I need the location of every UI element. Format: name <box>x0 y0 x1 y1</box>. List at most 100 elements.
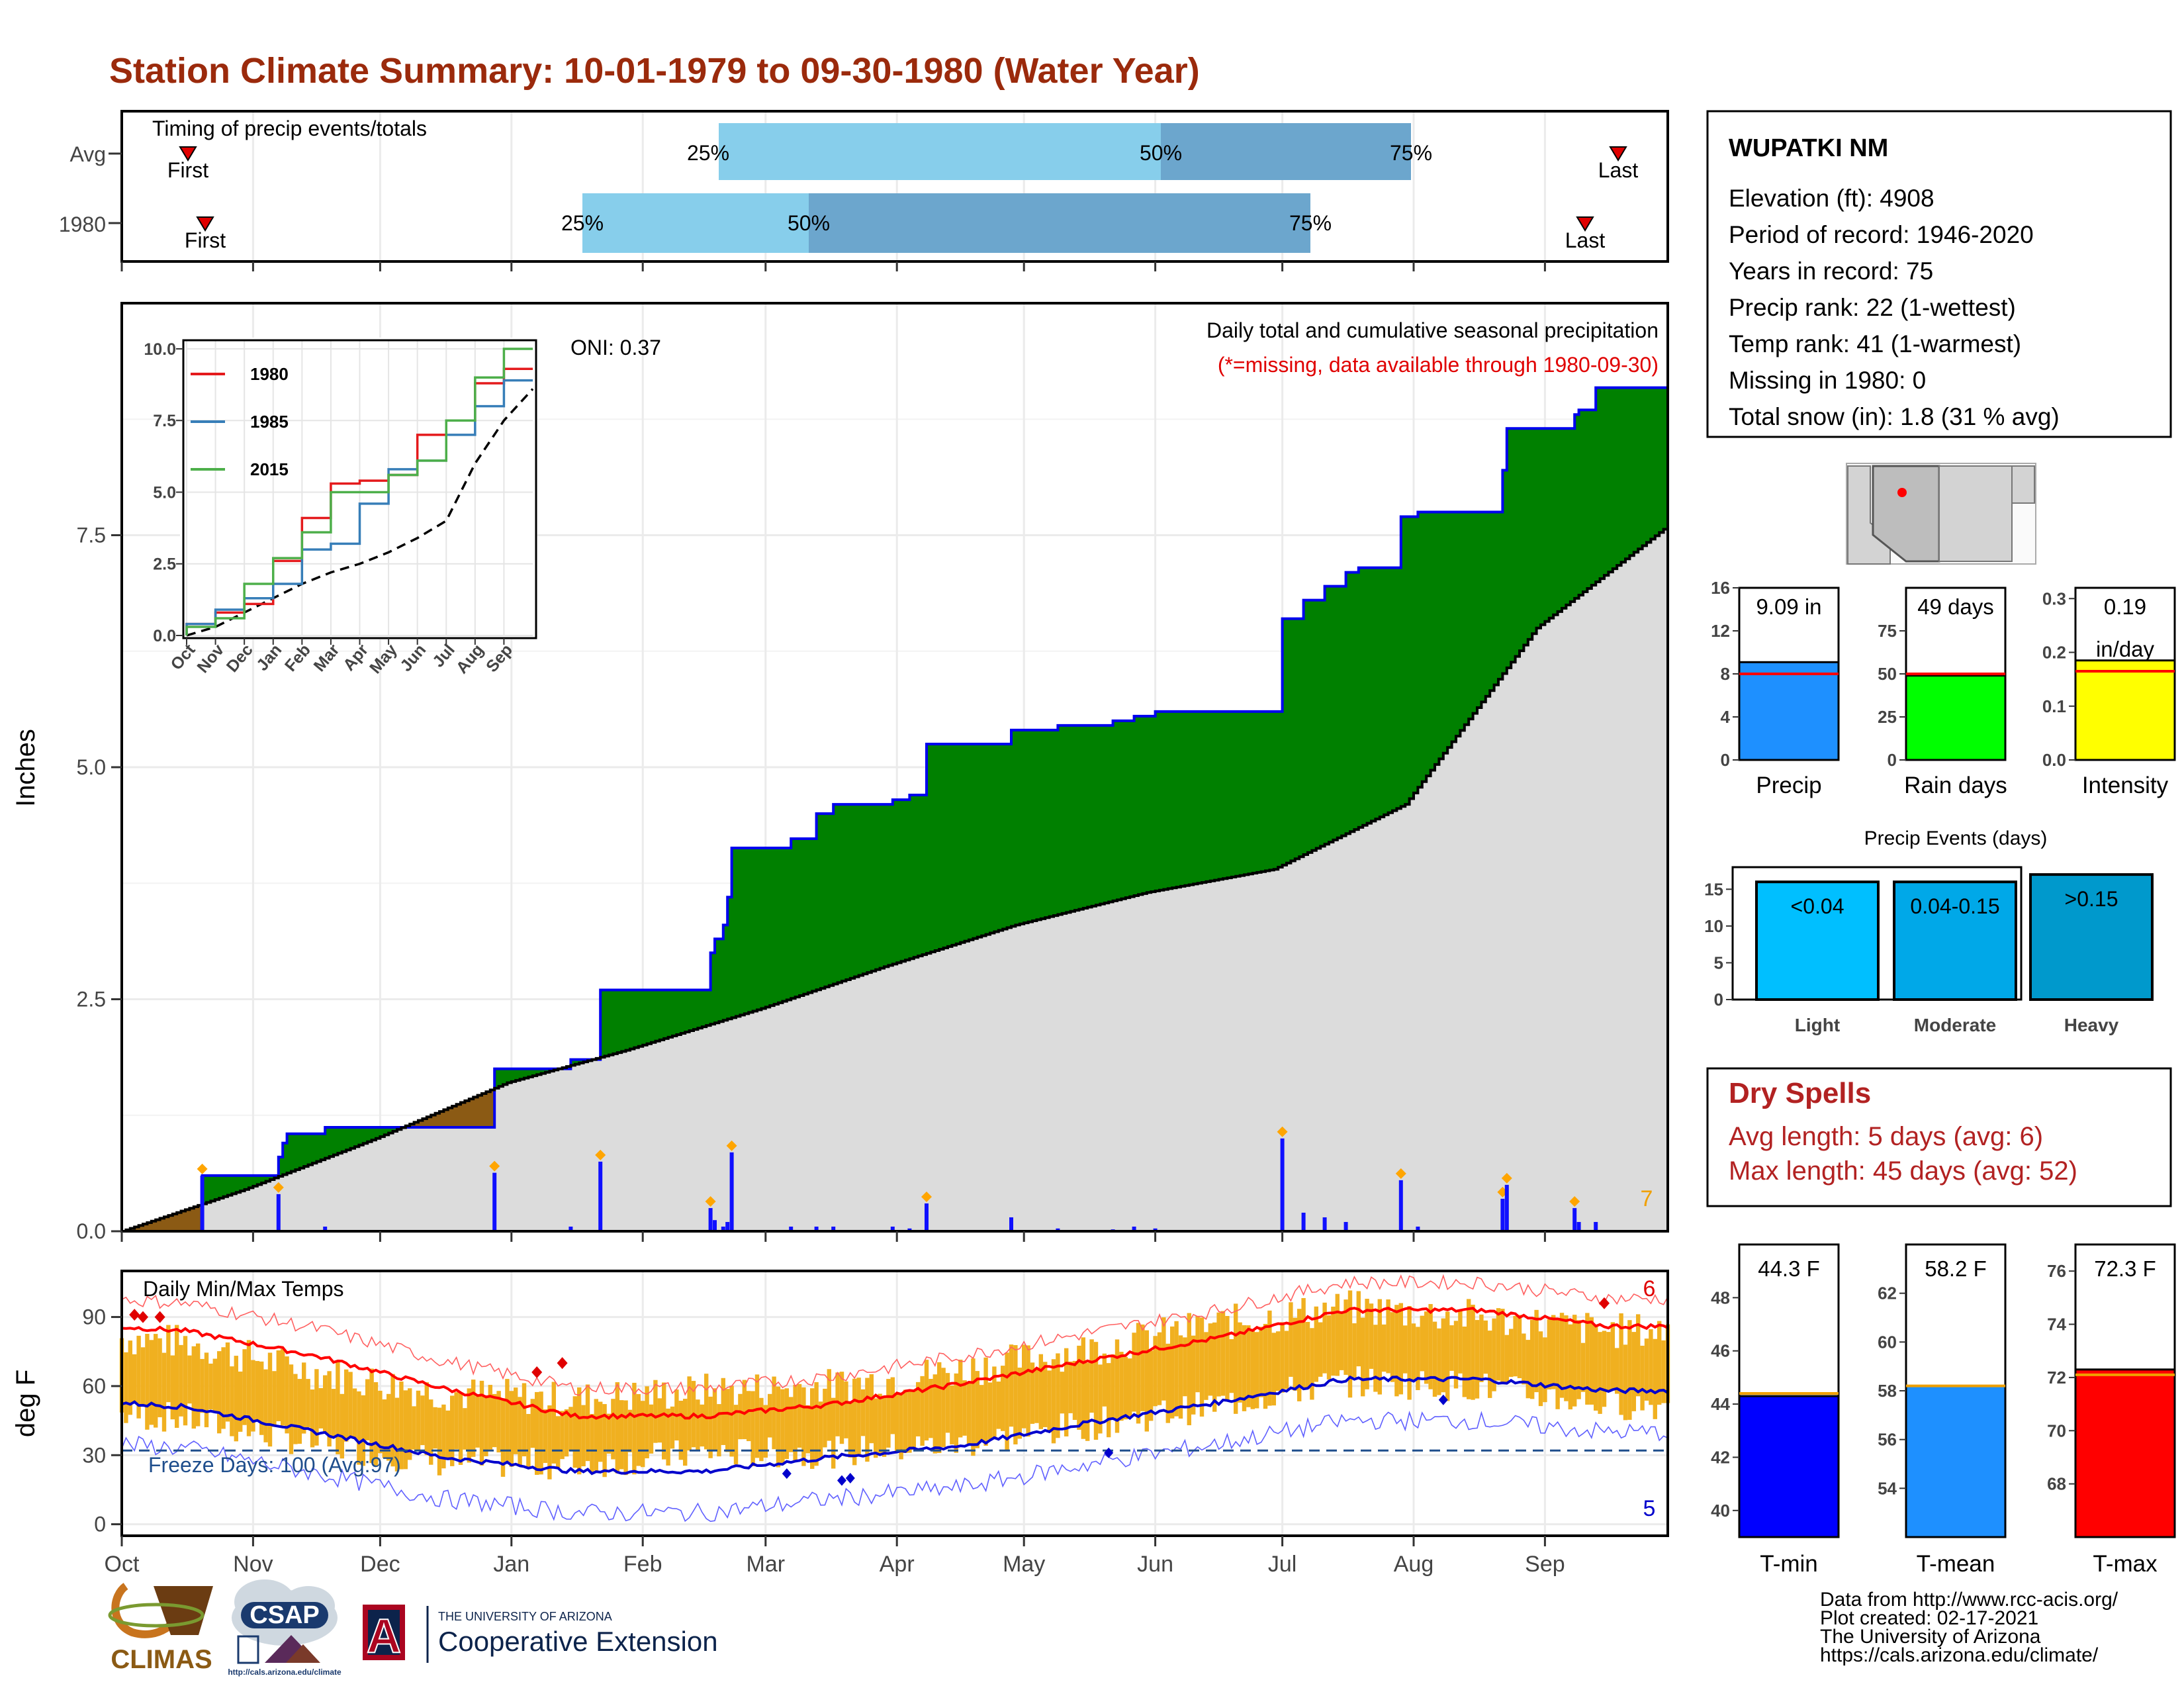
daily-temp-bar <box>500 1398 506 1477</box>
daily-precip-bar <box>789 1226 794 1231</box>
inset-y-tick: 5.0 <box>153 483 176 502</box>
temp-bar-tick: 56 <box>1878 1430 1897 1450</box>
heavy-event-marker <box>1395 1168 1406 1179</box>
month-tick-label: Jul <box>1268 1552 1297 1577</box>
daily-precip-bar <box>1343 1221 1348 1231</box>
daily-temp-bar <box>318 1387 323 1429</box>
yr-p75-label: 75% <box>1289 211 1332 235</box>
daily-temp-bar <box>1098 1364 1103 1434</box>
daily-temp-bar <box>1416 1327 1420 1390</box>
daily-temp-bar <box>161 1352 167 1432</box>
station-info-line: Elevation (ft): 4908 <box>1729 185 1934 212</box>
daily-temp-bar <box>1627 1320 1632 1420</box>
daily-temp-bar <box>996 1382 1001 1429</box>
daily-temp-bar <box>1365 1298 1369 1389</box>
daily-temp-bar <box>196 1343 201 1427</box>
timing-avg-bar-light <box>719 123 1161 180</box>
daily-temp-bar <box>1068 1361 1073 1413</box>
daily-precip-bar <box>907 1228 912 1231</box>
daily-temp-bar <box>1318 1322 1323 1377</box>
daily-temp-bar <box>1077 1345 1081 1430</box>
daily-temp-bar <box>1128 1358 1132 1417</box>
daily-temp-bar <box>1102 1353 1107 1407</box>
mini-bar-label: Rain days <box>1904 773 2007 798</box>
daily-temp-bar <box>251 1360 255 1432</box>
daily-temp-bar <box>1403 1325 1408 1374</box>
footer-credits: Data from http://www.rcc-acis.org/ Plot … <box>1820 1589 2118 1666</box>
temp-bar-tick: 70 <box>2047 1421 2066 1440</box>
yr-first-label: First <box>185 228 226 252</box>
daily-temp-bar <box>772 1376 776 1450</box>
station-info-line: Years in record: 75 <box>1729 258 1933 285</box>
observed-cumulative-line <box>122 386 1668 1233</box>
daily-temp-bar <box>1606 1332 1611 1391</box>
daily-temp-bar <box>598 1401 603 1462</box>
daily-temp-bar <box>488 1385 492 1450</box>
daily-temp-bar <box>1326 1315 1332 1380</box>
mini-bar-tick: 0 <box>1888 750 1897 770</box>
daily-temp-bar <box>839 1372 844 1444</box>
daily-temp-bar <box>585 1384 590 1462</box>
inset-legend-label: 1980 <box>250 364 289 384</box>
daily-temp-bar <box>1559 1313 1565 1398</box>
daily-temp-bar <box>1276 1331 1281 1391</box>
daily-precip-bar <box>831 1226 836 1231</box>
daily-precip-bar <box>729 1152 734 1231</box>
daily-temp-bar <box>1458 1310 1463 1374</box>
month-tick-label: Aug <box>1394 1552 1434 1577</box>
daily-temp-bar <box>666 1408 670 1466</box>
daily-temp-bar <box>175 1325 179 1428</box>
daily-temp-bar <box>1589 1317 1594 1405</box>
daily-temp-bar <box>1500 1309 1505 1383</box>
daily-temp-bar <box>1001 1366 1005 1431</box>
mini-bar-precip: 9.09 in 0 4 8 12 16 Precip <box>1711 578 1840 798</box>
daily-temp-bar <box>865 1378 870 1462</box>
daily-temp-bar <box>937 1362 942 1454</box>
daily-temp-bar <box>1056 1353 1060 1438</box>
daily-temp-bar <box>145 1333 150 1430</box>
daily-temp-bar <box>1280 1322 1285 1393</box>
daily-temp-bar <box>403 1390 408 1470</box>
daily-temp-bar <box>751 1391 755 1466</box>
daily-temp-bar <box>581 1405 586 1467</box>
daily-temp-bar <box>954 1373 958 1453</box>
mini-bar-value: 9.09 in <box>1756 594 1821 619</box>
mini-bar-fill <box>1738 661 1840 761</box>
arizona-shape <box>1872 465 1940 563</box>
temp-bar-tick: 40 <box>1711 1501 1730 1521</box>
daily-temp-bar <box>170 1355 175 1420</box>
mini-bar-fill <box>1905 675 2007 761</box>
daily-temp-bar <box>1174 1321 1179 1417</box>
avg-p50-label: 50% <box>1140 141 1182 165</box>
daily-temp-bar <box>1060 1372 1064 1414</box>
daily-temp-bar <box>835 1372 840 1436</box>
daily-temp-bar <box>420 1395 425 1446</box>
daily-temp-bar <box>1191 1335 1196 1415</box>
daily-precip-bar <box>1280 1138 1285 1231</box>
daily-temp-bar <box>929 1379 933 1438</box>
daily-temp-bar <box>1017 1368 1022 1439</box>
daily-temp-bar <box>242 1349 247 1425</box>
daily-temp-bar <box>958 1359 963 1438</box>
daily-temp-bar <box>1585 1313 1590 1405</box>
daily-temp-bar <box>1513 1315 1518 1377</box>
inset-y-tick: 0.0 <box>153 627 176 645</box>
daily-temp-bar <box>1382 1324 1387 1372</box>
temp-bar-tick: 48 <box>1711 1288 1730 1307</box>
daily-temp-bar <box>437 1407 442 1476</box>
temp-y-tick: 60 <box>82 1374 106 1398</box>
daily-temp-bar <box>852 1378 857 1466</box>
daily-temp-bar <box>1594 1325 1598 1411</box>
daily-temp-bar <box>763 1405 768 1458</box>
daily-temp-bar <box>700 1404 704 1447</box>
avg-last-marker <box>1609 146 1627 162</box>
daily-temp-bar <box>1271 1333 1276 1406</box>
daily-temp-bar <box>463 1408 467 1450</box>
avg-min-line <box>121 1375 1669 1476</box>
daily-temp-bar <box>1462 1326 1467 1397</box>
daily-temp-bar <box>560 1411 565 1460</box>
station-name: WUPATKI NM <box>1729 134 1888 162</box>
daily-temp-bar <box>530 1399 535 1448</box>
daily-temp-bar <box>882 1395 887 1457</box>
daily-temp-bar <box>907 1390 912 1453</box>
